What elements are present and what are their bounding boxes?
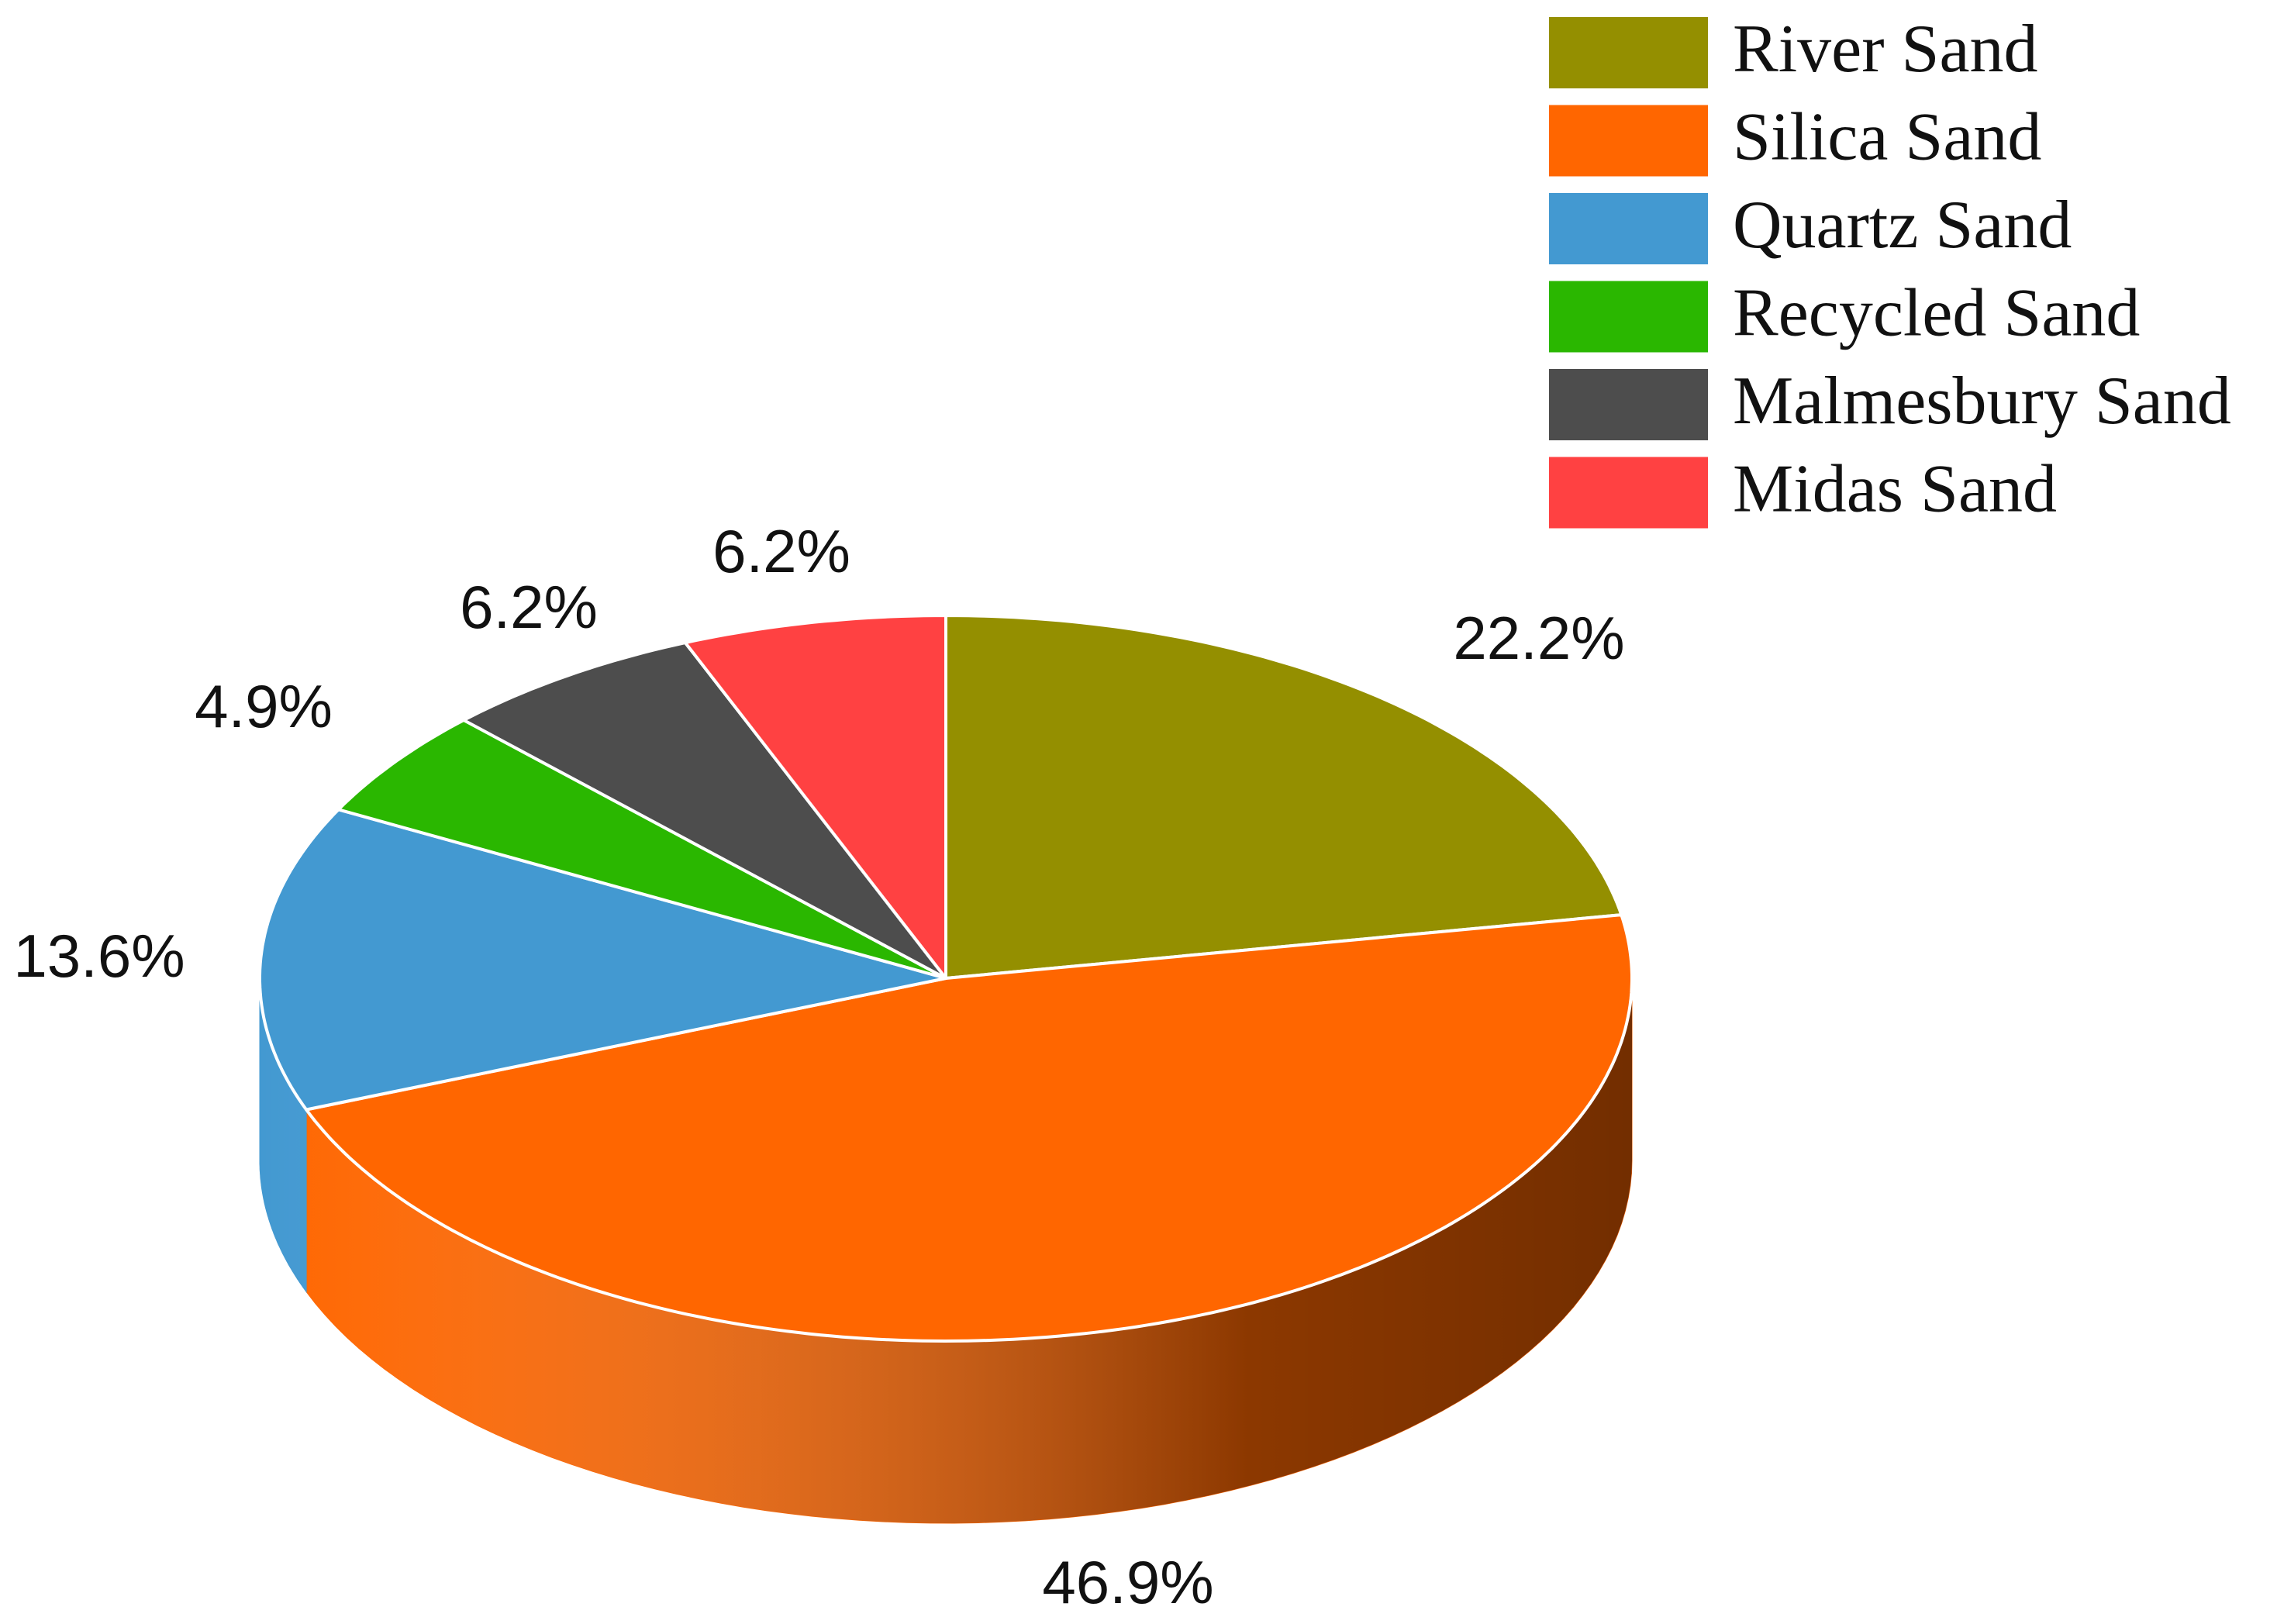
slice-silica-sand [305, 913, 1634, 1343]
slice-river-sand [944, 614, 1623, 980]
slice-label-river-sand: 22.2% [1453, 604, 1624, 672]
slice-label-malmesbury-sand: 6.2% [460, 573, 598, 641]
legend-swatch-quartz-sand [1549, 193, 1708, 264]
pie-sides [259, 978, 1633, 1524]
slice-malmesbury-sand [462, 641, 947, 980]
legend-label-recycled-sand: Recycled Sand [1733, 276, 2140, 351]
legend-label-river-sand: River Sand [1733, 12, 2038, 87]
slice-midas-sand [683, 614, 947, 980]
legend-swatch-recycled-sand [1549, 281, 1708, 353]
legend: River Sand Silica Sand Quartz Sand Recycled… [1549, 12, 2231, 529]
legend-label-malmesbury-sand: Malmesbury Sand [1733, 364, 2231, 439]
slice-label-quartz-sand: 13.6% [13, 922, 185, 990]
legend-swatch-malmesbury-sand [1549, 369, 1708, 440]
legend-label-midas-sand: Midas Sand [1733, 452, 2057, 527]
silica-sand-side-shade [306, 978, 1633, 1523]
legend-label-quartz-sand: Quartz Sand [1733, 188, 2072, 263]
quartz-sand-side-shade [260, 978, 307, 1292]
legend-swatch-river-sand [1549, 17, 1708, 88]
slice-label-silica-sand: 46.9% [1042, 1548, 1213, 1616]
slice-quartz-sand [258, 808, 947, 1112]
slice-label-recycled-sand: 4.9% [195, 672, 333, 740]
slice-labels: 22.2% 46.9% 13.6% 4.9% 6.2% 6.2% [13, 517, 1624, 1616]
legend-swatch-silica-sand [1549, 105, 1708, 177]
slice-label-midas-sand: 6.2% [712, 517, 850, 585]
slice-recycled-sand [336, 719, 947, 980]
legend-label-silica-sand: Silica Sand [1733, 100, 2041, 175]
pie-slices [258, 614, 1634, 1343]
legend-swatch-midas-sand [1549, 457, 1708, 529]
